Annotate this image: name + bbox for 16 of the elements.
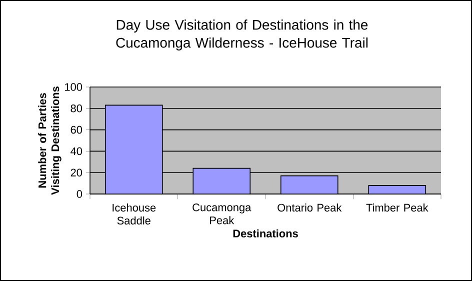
y-tick-label: 0 (76, 190, 82, 198)
y-tick-label: 20 (70, 168, 82, 176)
bar (280, 175, 338, 194)
x-tick-label: Cucamonga Peak (192, 204, 252, 224)
y-tick-label: 60 (70, 126, 82, 134)
bar (192, 168, 251, 194)
x-axis-title: Destinations (233, 229, 298, 238)
x-tick-label: Icehouse Saddle (112, 204, 156, 225)
y-tick-label: 80 (70, 104, 82, 112)
y-tick-label: 100 (65, 83, 82, 91)
y-axis-title: Number of Parties Visiting Destinations (38, 86, 62, 195)
y-tick-label: 40 (70, 147, 82, 156)
x-tick-label: Timber Peak (366, 204, 428, 212)
bar (104, 104, 163, 194)
chart-title: Day Use Visitation of Destinations in the Cucamonga Wilderness - IceHouse Trail (116, 20, 368, 50)
x-tick-label: Ontario Peak (278, 204, 342, 212)
